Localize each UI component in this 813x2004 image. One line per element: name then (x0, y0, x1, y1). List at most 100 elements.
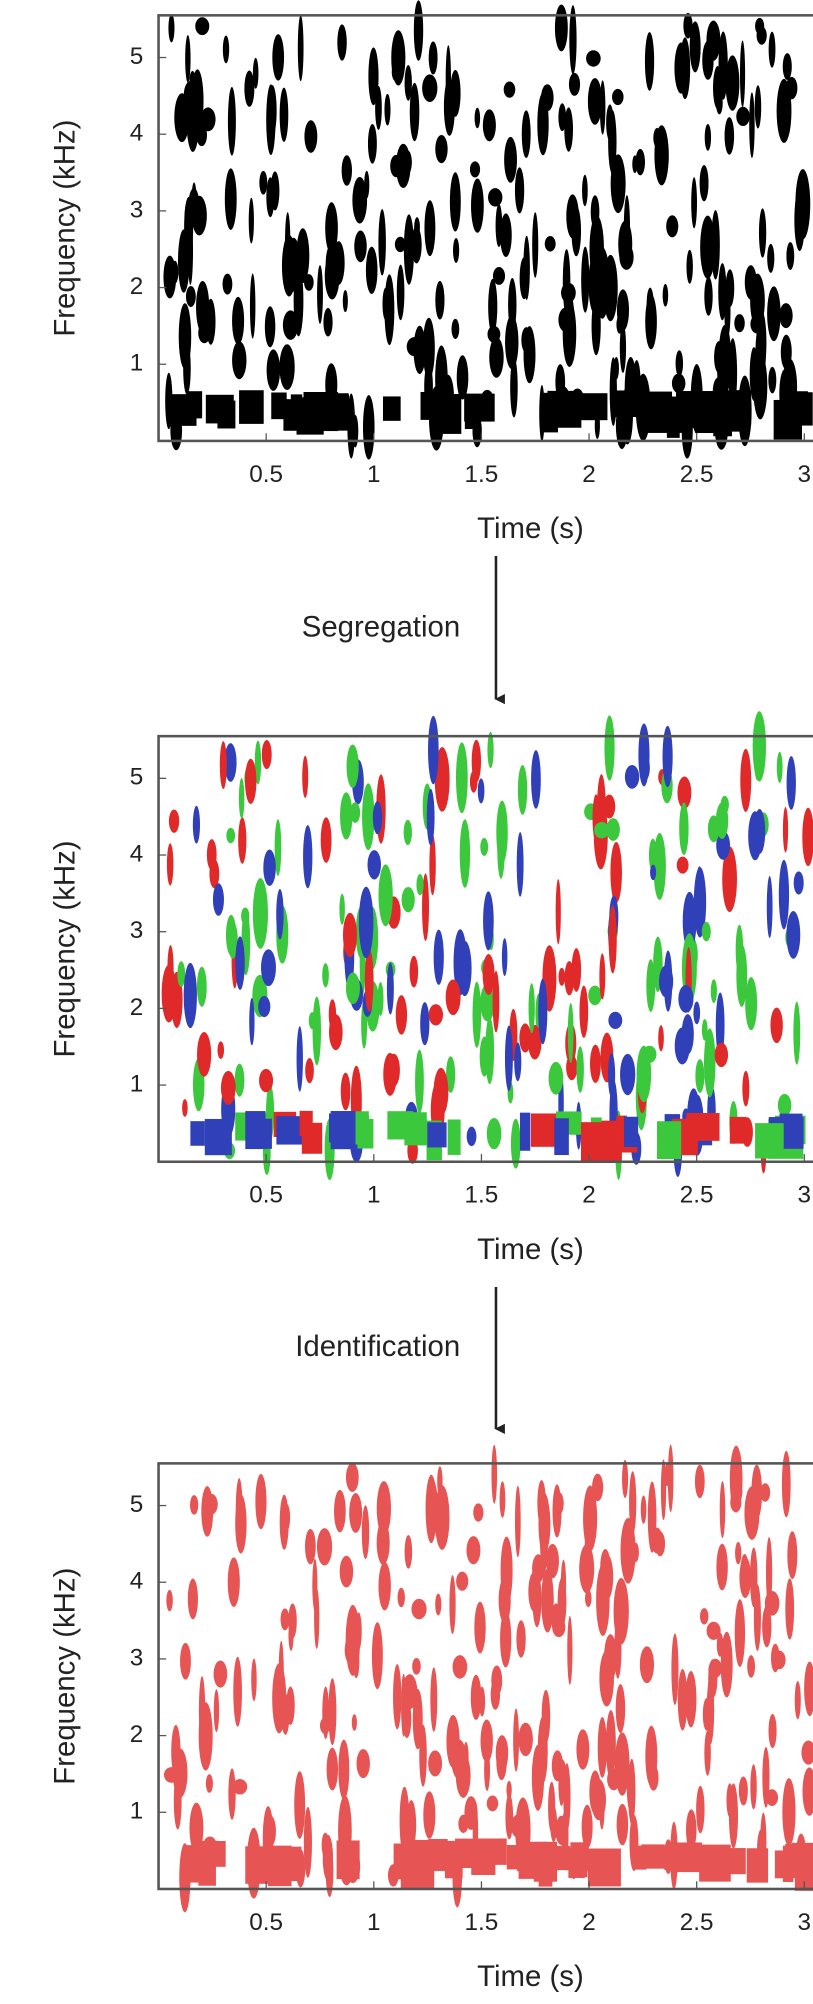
texture-dot (696, 1785, 705, 1834)
texture-dot (639, 391, 673, 432)
y-tick-label: 1 (130, 1798, 144, 1825)
texture-dot (755, 1123, 784, 1159)
texture-dot (519, 1112, 531, 1151)
texture-dot (303, 825, 313, 889)
texture-dot (777, 1093, 792, 1117)
x-axis-label: Time (s) (477, 512, 584, 545)
texture-dot (521, 110, 531, 159)
texture-dot (504, 136, 517, 183)
texture-dot (583, 1485, 598, 1552)
texture-dot (301, 1122, 323, 1154)
texture-dot (189, 1802, 204, 1854)
texture-dot (226, 827, 236, 844)
texture-dot (671, 373, 686, 394)
texture-dot (628, 1758, 636, 1825)
texture-dot (456, 355, 469, 400)
texture-dot (695, 1059, 705, 1093)
texture-dot (793, 1001, 801, 1065)
texture-dot (378, 864, 393, 927)
texture-dot (427, 1122, 447, 1148)
texture-dot (326, 1747, 339, 1791)
texture-dot (480, 838, 489, 856)
texture-dot (793, 871, 804, 895)
texture-dot (488, 188, 503, 207)
texture-dot (474, 1601, 486, 1654)
texture-dot (415, 1049, 424, 1114)
texture-dot (486, 1795, 499, 1812)
texture-dot (701, 1019, 708, 1041)
texture-dot (342, 912, 357, 958)
texture-dot (563, 1763, 571, 1832)
texture-dot (206, 839, 217, 871)
texture-dot (241, 907, 250, 925)
texture-dot (532, 212, 539, 278)
texture-dot (582, 174, 588, 207)
plot-frame (157, 734, 813, 1164)
texture-dot (190, 1121, 205, 1146)
texture-dot (204, 1493, 218, 1515)
texture-dot (283, 399, 298, 431)
texture-dot (294, 1771, 306, 1839)
texture-dot (505, 1794, 514, 1840)
texture-dot (599, 1650, 614, 1707)
texture-dot (698, 895, 706, 914)
texture-dot (279, 1494, 289, 1550)
texture-dot (472, 981, 482, 1048)
texture-dot (629, 1471, 637, 1535)
texture-dot (413, 325, 426, 375)
texture-dot (430, 1667, 438, 1732)
texture-dot (352, 176, 368, 224)
annotation: Identification (295, 1330, 460, 1363)
texture-dot (447, 1119, 461, 1155)
x-tick-label: 2.5 (680, 1909, 714, 1936)
texture-dot (538, 978, 548, 1045)
texture-dot (587, 1848, 621, 1887)
texture-dot (703, 1028, 716, 1098)
texture-dot (650, 864, 657, 881)
texture-dot (213, 1660, 228, 1688)
texture-dot (608, 1052, 616, 1098)
texture-dot (233, 1656, 242, 1727)
texture-dot (554, 1118, 569, 1156)
texture-dot (238, 817, 247, 864)
texture-dot (297, 15, 304, 82)
texture-dot (548, 1781, 556, 1833)
texture-dot (586, 50, 601, 67)
texture-dot (423, 1791, 436, 1839)
texture-dot (634, 1845, 647, 1870)
texture-dot (197, 1840, 226, 1867)
texture-dot (706, 1621, 721, 1640)
texture-dot (716, 1632, 724, 1657)
texture-dot (676, 856, 689, 874)
texture-dot (434, 1485, 450, 1550)
texture-dot (416, 874, 424, 896)
texture-dot (271, 392, 287, 420)
texture-dot (510, 1118, 521, 1169)
texture-dot (266, 84, 276, 156)
texture-dot (503, 81, 516, 98)
texture-dot (182, 1099, 188, 1117)
y-tick-label: 5 (130, 764, 144, 791)
texture-dot (261, 740, 272, 770)
texture-dot (538, 1492, 551, 1555)
x-tick-label: 0.5 (249, 1182, 283, 1209)
texture-dot (620, 1517, 636, 1584)
texture-dot (646, 959, 656, 1012)
texture-dot (330, 1111, 356, 1150)
texture-dot (612, 390, 643, 418)
texture-dot (235, 1494, 247, 1554)
texture-dot (222, 35, 230, 64)
texture-dot (378, 1561, 391, 1611)
texture-dot (260, 949, 276, 987)
texture-dot (378, 209, 386, 276)
texture-dot (500, 213, 512, 258)
texture-dot (213, 1689, 220, 1733)
texture-dot (756, 26, 767, 45)
texture-dot (219, 741, 227, 790)
texture-dot (184, 196, 194, 258)
texture-dot (632, 155, 638, 174)
texture-dot (272, 1663, 287, 1734)
texture-dot (768, 366, 777, 394)
texture-dot (660, 1459, 667, 1521)
